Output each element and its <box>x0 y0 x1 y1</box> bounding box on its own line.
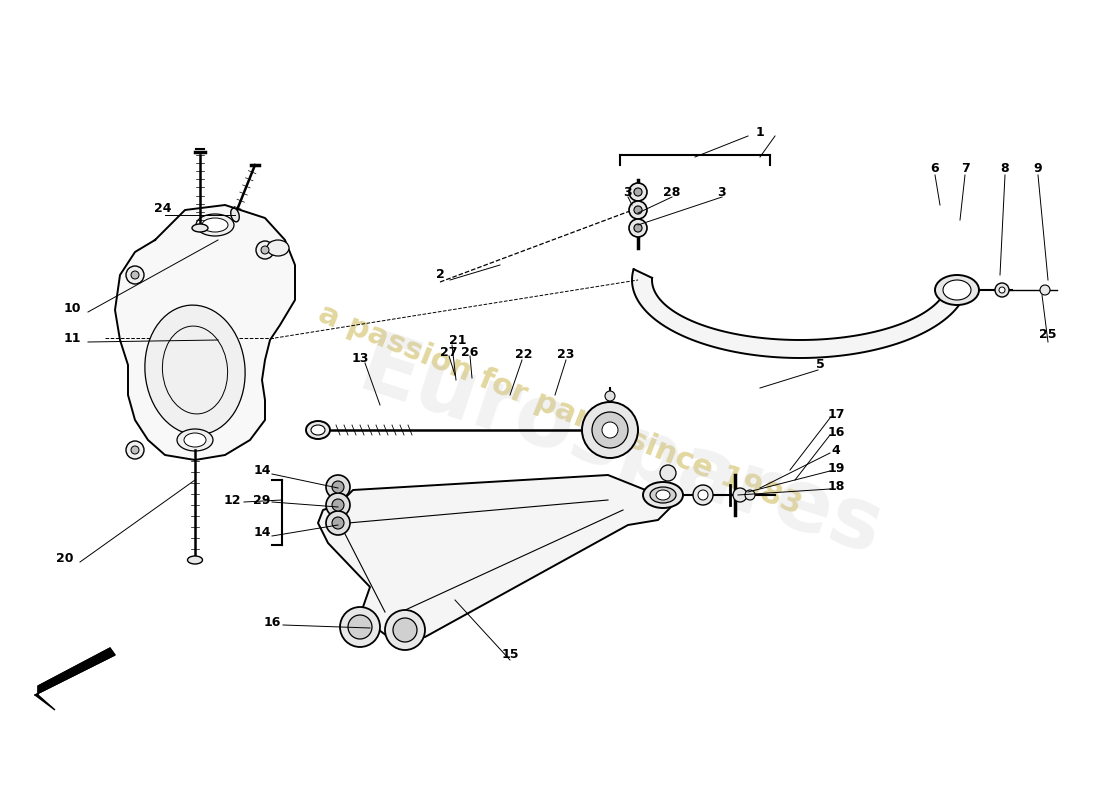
Circle shape <box>605 391 615 401</box>
Text: 24: 24 <box>154 202 172 214</box>
Text: 15: 15 <box>502 649 519 662</box>
Circle shape <box>326 511 350 535</box>
Text: 25: 25 <box>1040 329 1057 342</box>
Polygon shape <box>632 269 968 358</box>
Text: 16: 16 <box>827 426 845 438</box>
Circle shape <box>261 246 270 254</box>
Text: 1: 1 <box>756 126 764 139</box>
Ellipse shape <box>202 218 228 232</box>
Circle shape <box>332 499 344 511</box>
Circle shape <box>340 607 379 647</box>
Ellipse shape <box>306 421 330 439</box>
Text: 11: 11 <box>64 331 80 345</box>
Text: 27: 27 <box>440 346 458 358</box>
Text: 6: 6 <box>931 162 939 174</box>
Circle shape <box>1040 285 1050 295</box>
Text: 29: 29 <box>253 494 271 506</box>
Ellipse shape <box>231 208 240 222</box>
Ellipse shape <box>177 429 213 451</box>
Circle shape <box>660 465 676 481</box>
Ellipse shape <box>192 224 208 232</box>
Polygon shape <box>35 695 55 710</box>
Text: 22: 22 <box>515 349 532 362</box>
Circle shape <box>629 183 647 201</box>
Circle shape <box>698 490 708 500</box>
Circle shape <box>256 241 274 259</box>
Circle shape <box>634 188 642 196</box>
Text: 20: 20 <box>56 551 74 565</box>
Ellipse shape <box>145 305 245 435</box>
Polygon shape <box>116 205 295 460</box>
Text: 9: 9 <box>1034 162 1043 174</box>
Text: 12: 12 <box>223 494 241 506</box>
Text: 2: 2 <box>436 269 444 282</box>
Circle shape <box>126 266 144 284</box>
Ellipse shape <box>943 280 971 300</box>
Circle shape <box>745 490 755 500</box>
Text: 10: 10 <box>64 302 80 314</box>
Ellipse shape <box>656 490 670 500</box>
Ellipse shape <box>935 275 979 305</box>
Polygon shape <box>318 475 673 642</box>
Circle shape <box>999 287 1005 293</box>
Circle shape <box>126 441 144 459</box>
Text: Eurospares: Eurospares <box>348 326 892 574</box>
Ellipse shape <box>163 326 228 414</box>
Text: 13: 13 <box>351 351 369 365</box>
Text: 26: 26 <box>461 346 478 358</box>
Circle shape <box>332 481 344 493</box>
Text: 21: 21 <box>449 334 466 346</box>
Polygon shape <box>35 648 116 695</box>
Text: 8: 8 <box>1001 162 1010 174</box>
Ellipse shape <box>650 487 676 503</box>
Text: 5: 5 <box>815 358 824 371</box>
Text: a passion for parts since 1983: a passion for parts since 1983 <box>315 299 806 521</box>
Text: 3: 3 <box>717 186 726 198</box>
Circle shape <box>332 517 344 529</box>
Text: 3: 3 <box>624 186 632 198</box>
Circle shape <box>131 271 139 279</box>
Circle shape <box>348 615 372 639</box>
Text: 14: 14 <box>253 463 271 477</box>
Circle shape <box>592 412 628 448</box>
Text: 14: 14 <box>253 526 271 538</box>
Ellipse shape <box>184 433 206 447</box>
Ellipse shape <box>187 556 202 564</box>
Text: 16: 16 <box>263 615 280 629</box>
Ellipse shape <box>196 214 234 236</box>
Circle shape <box>326 475 350 499</box>
Circle shape <box>602 422 618 438</box>
Text: 23: 23 <box>558 349 574 362</box>
Circle shape <box>634 206 642 214</box>
Circle shape <box>393 618 417 642</box>
Circle shape <box>996 283 1009 297</box>
Text: 4: 4 <box>832 443 840 457</box>
Circle shape <box>629 219 647 237</box>
Circle shape <box>131 446 139 454</box>
Circle shape <box>582 402 638 458</box>
Text: 17: 17 <box>827 409 845 422</box>
Text: 28: 28 <box>663 186 681 198</box>
Circle shape <box>629 201 647 219</box>
Circle shape <box>634 224 642 232</box>
Ellipse shape <box>267 240 289 256</box>
Circle shape <box>693 485 713 505</box>
Ellipse shape <box>644 482 683 508</box>
Ellipse shape <box>311 425 324 435</box>
Circle shape <box>326 493 350 517</box>
Text: 19: 19 <box>827 462 845 474</box>
Circle shape <box>385 610 425 650</box>
Circle shape <box>733 488 747 502</box>
Text: 7: 7 <box>960 162 969 174</box>
Text: 18: 18 <box>827 479 845 493</box>
